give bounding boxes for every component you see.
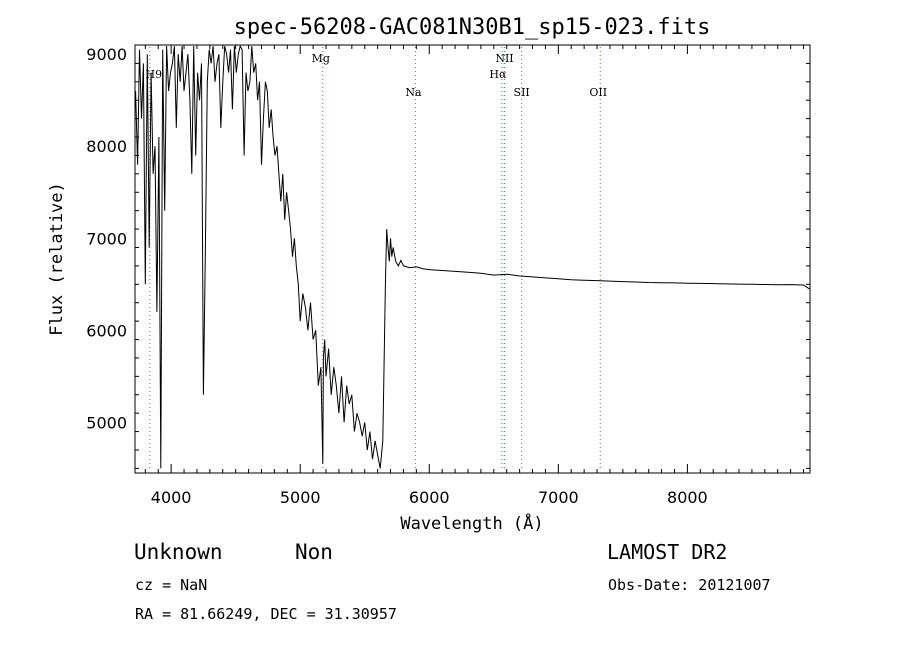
x-tick-label: 6000 bbox=[409, 488, 450, 507]
y-tick-label: 9000 bbox=[86, 45, 127, 64]
x-axis: 4000 5000 6000 7000 8000 bbox=[144, 45, 805, 507]
y-axis: 5000 6000 7000 8000 9000 bbox=[86, 45, 810, 469]
x-tick-label: 5000 bbox=[280, 488, 321, 507]
marker-label-oii: OII bbox=[589, 86, 607, 99]
y-axis-label: Flux (relative) bbox=[47, 182, 67, 336]
observation-date: Obs-Date: 20121007 bbox=[608, 576, 771, 594]
y-tick-label: 6000 bbox=[86, 321, 127, 340]
coordinates-readout: RA = 81.66249, DEC = 31.30957 bbox=[135, 605, 397, 623]
x-tick-label: 7000 bbox=[538, 488, 579, 507]
object-class: Unknown bbox=[134, 540, 223, 564]
redshift-readout: cz = NaN bbox=[135, 576, 208, 594]
marker-label-sii: SII bbox=[514, 86, 530, 99]
x-axis-label: Wavelength (Å) bbox=[400, 512, 543, 534]
marker-label-h9: H9 bbox=[146, 68, 163, 81]
marker-label-hα: Hα bbox=[489, 68, 507, 81]
marker-label-mg: Mg bbox=[312, 52, 330, 65]
y-tick-label: 7000 bbox=[86, 229, 127, 248]
spectrum-line bbox=[135, 44, 810, 469]
object-subclass: Non bbox=[295, 540, 333, 564]
y-tick-label: 5000 bbox=[86, 413, 127, 432]
y-tick-label: 8000 bbox=[86, 137, 127, 156]
emission-line-markers: H9 Mg Na NII Hα SII OII bbox=[146, 47, 607, 471]
marker-label-nii: NII bbox=[495, 52, 513, 65]
x-tick-label: 4000 bbox=[151, 488, 192, 507]
plot-frame bbox=[134, 44, 811, 474]
x-tick-label: 8000 bbox=[667, 488, 708, 507]
survey-name: LAMOST DR2 bbox=[607, 540, 728, 564]
marker-label-na: Na bbox=[405, 86, 422, 99]
chart-title: spec-56208-GAC081N30B1_sp15-023.fits bbox=[234, 15, 711, 40]
spectrum-series bbox=[135, 44, 810, 469]
